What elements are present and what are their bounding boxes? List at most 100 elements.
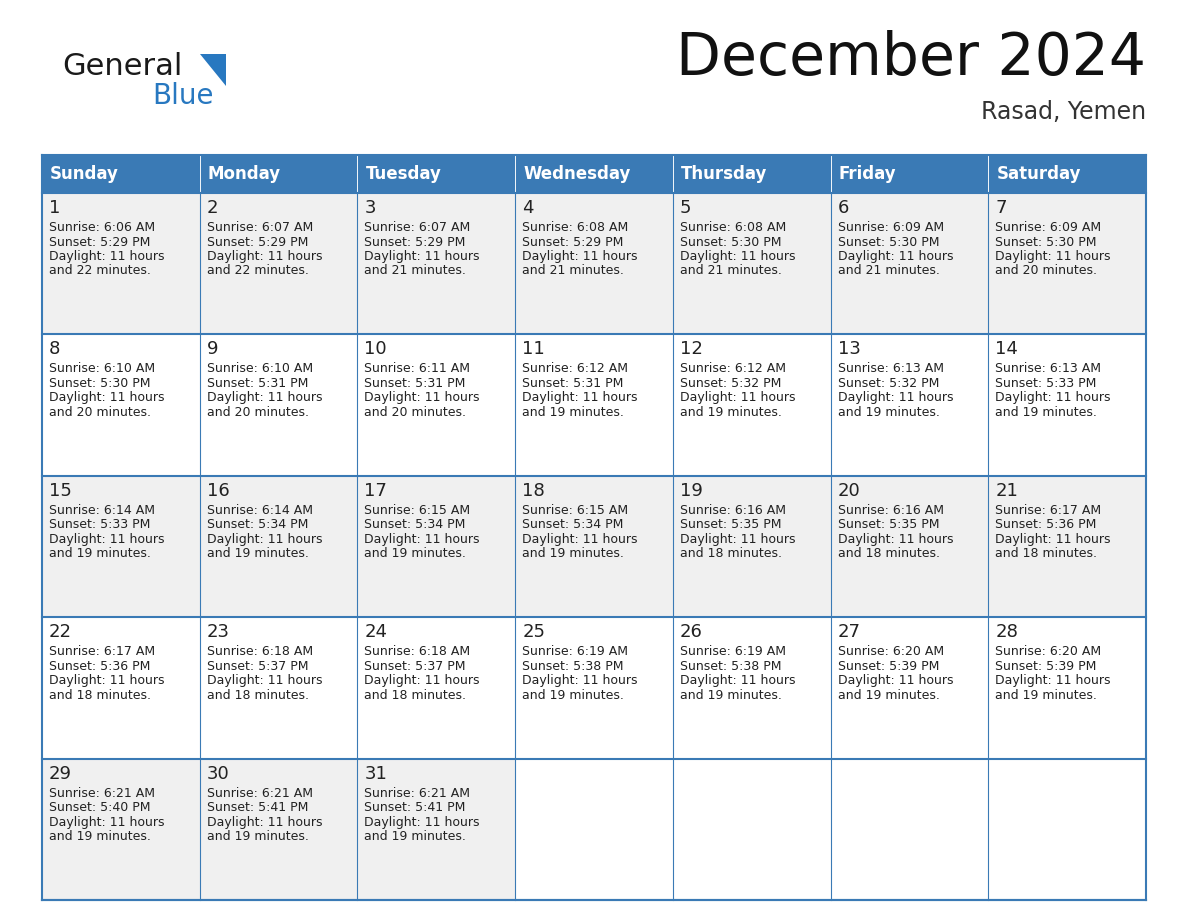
Text: and 19 minutes.: and 19 minutes. xyxy=(523,406,624,419)
Text: Daylight: 11 hours: Daylight: 11 hours xyxy=(680,674,795,688)
Text: Sunrise: 6:20 AM: Sunrise: 6:20 AM xyxy=(996,645,1101,658)
Text: Daylight: 11 hours: Daylight: 11 hours xyxy=(838,674,953,688)
Text: Sunset: 5:38 PM: Sunset: 5:38 PM xyxy=(523,660,624,673)
Text: and 19 minutes.: and 19 minutes. xyxy=(49,830,151,843)
Text: Sunset: 5:31 PM: Sunset: 5:31 PM xyxy=(523,377,624,390)
Text: Daylight: 11 hours: Daylight: 11 hours xyxy=(996,532,1111,546)
Text: 5: 5 xyxy=(680,199,691,217)
Text: Daylight: 11 hours: Daylight: 11 hours xyxy=(207,674,322,688)
Text: Tuesday: Tuesday xyxy=(366,165,441,183)
Text: Sunset: 5:41 PM: Sunset: 5:41 PM xyxy=(207,801,308,814)
Text: Sunset: 5:39 PM: Sunset: 5:39 PM xyxy=(996,660,1097,673)
Text: Sunset: 5:38 PM: Sunset: 5:38 PM xyxy=(680,660,782,673)
Text: and 21 minutes.: and 21 minutes. xyxy=(365,264,467,277)
Polygon shape xyxy=(200,54,226,86)
Text: Sunset: 5:34 PM: Sunset: 5:34 PM xyxy=(207,519,308,532)
Bar xyxy=(200,334,358,476)
Text: Daylight: 11 hours: Daylight: 11 hours xyxy=(365,815,480,829)
Bar xyxy=(42,617,200,758)
Text: Sunrise: 6:21 AM: Sunrise: 6:21 AM xyxy=(207,787,312,800)
Text: Sunrise: 6:17 AM: Sunrise: 6:17 AM xyxy=(996,504,1101,517)
Text: Sunset: 5:30 PM: Sunset: 5:30 PM xyxy=(838,236,939,249)
Text: and 19 minutes.: and 19 minutes. xyxy=(365,547,467,560)
Text: 17: 17 xyxy=(365,482,387,499)
Text: Sunset: 5:40 PM: Sunset: 5:40 PM xyxy=(49,801,151,814)
Bar xyxy=(200,617,358,758)
Text: Sunset: 5:29 PM: Sunset: 5:29 PM xyxy=(207,236,308,249)
Text: Daylight: 11 hours: Daylight: 11 hours xyxy=(207,391,322,405)
Text: Sunrise: 6:19 AM: Sunrise: 6:19 AM xyxy=(680,645,785,658)
Bar xyxy=(200,193,358,334)
Text: and 19 minutes.: and 19 minutes. xyxy=(996,406,1098,419)
Text: and 19 minutes.: and 19 minutes. xyxy=(49,547,151,560)
Text: Monday: Monday xyxy=(208,165,280,183)
Text: 2: 2 xyxy=(207,199,219,217)
Text: Sunset: 5:30 PM: Sunset: 5:30 PM xyxy=(680,236,782,249)
Bar xyxy=(672,155,830,193)
Text: Sunset: 5:36 PM: Sunset: 5:36 PM xyxy=(49,660,151,673)
Text: and 22 minutes.: and 22 minutes. xyxy=(207,264,309,277)
Text: Blue: Blue xyxy=(152,82,214,110)
Text: Daylight: 11 hours: Daylight: 11 hours xyxy=(49,674,164,688)
Text: Sunrise: 6:12 AM: Sunrise: 6:12 AM xyxy=(523,363,628,375)
Text: Daylight: 11 hours: Daylight: 11 hours xyxy=(523,674,638,688)
Text: 22: 22 xyxy=(49,623,72,641)
Text: Daylight: 11 hours: Daylight: 11 hours xyxy=(838,532,953,546)
Text: Wednesday: Wednesday xyxy=(523,165,631,183)
Text: 29: 29 xyxy=(49,765,72,783)
Text: General: General xyxy=(62,52,183,81)
Text: Daylight: 11 hours: Daylight: 11 hours xyxy=(523,391,638,405)
Text: 7: 7 xyxy=(996,199,1006,217)
Text: Sunset: 5:29 PM: Sunset: 5:29 PM xyxy=(49,236,151,249)
Text: and 20 minutes.: and 20 minutes. xyxy=(49,406,151,419)
Text: Sunrise: 6:08 AM: Sunrise: 6:08 AM xyxy=(680,221,786,234)
Text: Daylight: 11 hours: Daylight: 11 hours xyxy=(365,391,480,405)
Text: Sunrise: 6:09 AM: Sunrise: 6:09 AM xyxy=(838,221,943,234)
Bar xyxy=(830,193,988,334)
Bar xyxy=(830,617,988,758)
Text: Daylight: 11 hours: Daylight: 11 hours xyxy=(365,532,480,546)
Text: 6: 6 xyxy=(838,199,849,217)
Text: 11: 11 xyxy=(523,341,545,358)
Text: and 19 minutes.: and 19 minutes. xyxy=(207,830,309,843)
Text: and 18 minutes.: and 18 minutes. xyxy=(207,688,309,701)
Text: Sunrise: 6:11 AM: Sunrise: 6:11 AM xyxy=(365,363,470,375)
Text: and 19 minutes.: and 19 minutes. xyxy=(680,688,782,701)
Bar xyxy=(42,476,200,617)
Text: 24: 24 xyxy=(365,623,387,641)
Text: and 19 minutes.: and 19 minutes. xyxy=(523,547,624,560)
Text: Saturday: Saturday xyxy=(997,165,1081,183)
Bar xyxy=(988,476,1146,617)
Text: and 20 minutes.: and 20 minutes. xyxy=(996,264,1098,277)
Text: Sunset: 5:30 PM: Sunset: 5:30 PM xyxy=(49,377,151,390)
Text: 12: 12 xyxy=(680,341,703,358)
Text: and 19 minutes.: and 19 minutes. xyxy=(838,688,940,701)
Bar xyxy=(672,193,830,334)
Text: and 21 minutes.: and 21 minutes. xyxy=(523,264,624,277)
Bar xyxy=(988,193,1146,334)
Text: Sunrise: 6:06 AM: Sunrise: 6:06 AM xyxy=(49,221,156,234)
Bar xyxy=(830,334,988,476)
Text: Sunset: 5:32 PM: Sunset: 5:32 PM xyxy=(680,377,782,390)
Text: Sunrise: 6:10 AM: Sunrise: 6:10 AM xyxy=(49,363,156,375)
Text: Sunset: 5:39 PM: Sunset: 5:39 PM xyxy=(838,660,939,673)
Text: Sunrise: 6:13 AM: Sunrise: 6:13 AM xyxy=(838,363,943,375)
Text: and 21 minutes.: and 21 minutes. xyxy=(838,264,940,277)
Text: Daylight: 11 hours: Daylight: 11 hours xyxy=(996,250,1111,263)
Text: Sunset: 5:29 PM: Sunset: 5:29 PM xyxy=(523,236,624,249)
Text: and 19 minutes.: and 19 minutes. xyxy=(207,547,309,560)
Bar xyxy=(200,476,358,617)
Bar xyxy=(988,617,1146,758)
Text: Daylight: 11 hours: Daylight: 11 hours xyxy=(49,391,164,405)
Bar xyxy=(516,476,672,617)
Text: and 19 minutes.: and 19 minutes. xyxy=(838,406,940,419)
Bar xyxy=(516,193,672,334)
Text: Rasad, Yemen: Rasad, Yemen xyxy=(981,100,1146,124)
Bar xyxy=(42,155,200,193)
Text: Sunset: 5:30 PM: Sunset: 5:30 PM xyxy=(996,236,1097,249)
Text: and 19 minutes.: and 19 minutes. xyxy=(523,688,624,701)
Text: Sunset: 5:37 PM: Sunset: 5:37 PM xyxy=(207,660,308,673)
Bar xyxy=(988,334,1146,476)
Text: Daylight: 11 hours: Daylight: 11 hours xyxy=(49,532,164,546)
Text: 31: 31 xyxy=(365,765,387,783)
